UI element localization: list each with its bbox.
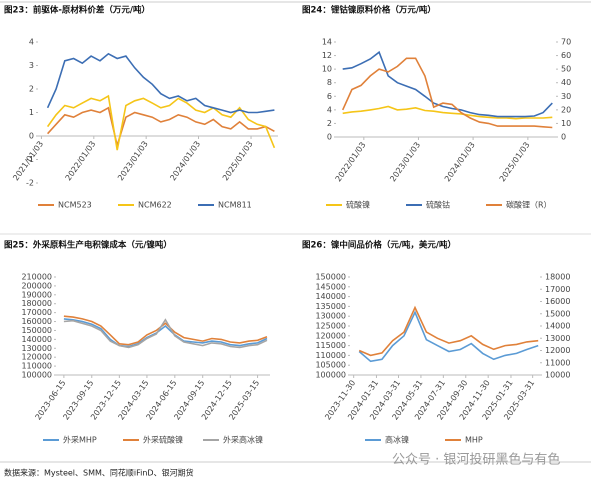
y-tick-label: 145000 — [315, 282, 346, 291]
chart-title: 图24：锂钴镍原料价格（万元/吨） — [302, 5, 436, 16]
x-tick-label: 2022/01/03 — [64, 139, 98, 182]
series-line — [358, 310, 539, 363]
y-tick-label: 4 — [29, 38, 34, 47]
y-tick-label: 0 — [29, 132, 34, 141]
legend-label: 硫酸钴 — [426, 200, 450, 210]
legend-label: MHP — [465, 436, 483, 445]
x-tick-label: 2024/01/03 — [443, 140, 477, 183]
y-tick-label: 125000 — [315, 322, 346, 331]
series-line — [47, 106, 275, 149]
y-tick-label: 3 — [29, 61, 34, 70]
y-tick-label: -2 — [26, 179, 34, 188]
x-tick-label: 2025/01/03 — [221, 139, 255, 182]
chart-title: 图25：外采原料生产电积镍成本（元/镍吨） — [4, 240, 172, 251]
series-line — [63, 315, 268, 346]
legend-label: NCM622 — [138, 201, 172, 210]
y-tick-label: 200000 — [21, 281, 52, 290]
y2-tick-label: 40 — [561, 78, 571, 87]
chart-title: 图23：前驱体-原材料价差（万元/吨） — [4, 5, 150, 16]
y-tick-label: -1 — [26, 155, 34, 164]
y-tick-label: 140000 — [21, 335, 52, 344]
y-tick-label: 130000 — [21, 344, 52, 353]
y-tick-label: 100000 — [21, 371, 52, 380]
y-tick-label: 180000 — [21, 299, 52, 308]
series-line — [342, 50, 553, 118]
series-line — [46, 52, 275, 114]
y2-tick-label: 13000 — [545, 334, 570, 343]
series-line — [63, 318, 268, 348]
legend-label: 外采高冰镍 — [223, 435, 263, 445]
y2-tick-label: 70 — [561, 38, 571, 47]
series-line — [358, 305, 539, 357]
legend-label: 碳酸锂（R） — [506, 200, 552, 210]
y-tick-label: 2 — [327, 119, 332, 128]
y-tick-label: 2 — [29, 85, 34, 94]
y-tick-label: 8 — [327, 78, 332, 87]
x-tick-label: 2023/01/03 — [388, 140, 422, 183]
y-tick-label: 135000 — [315, 302, 346, 311]
y-tick-label: 0 — [327, 133, 332, 142]
y-tick-label: 120000 — [315, 331, 346, 340]
legend-label: 硫酸镍 — [346, 200, 370, 210]
y2-tick-label: 11000 — [545, 358, 570, 367]
y-tick-label: 190000 — [21, 290, 52, 299]
x-tick-label: 2024/01/03 — [168, 139, 202, 182]
x-tick-label: 2023/01/03 — [116, 139, 150, 182]
y2-tick-label: 15000 — [545, 309, 570, 318]
y-tick-label: 160000 — [21, 317, 52, 326]
watermark: 公众号 · 银河投研黑色与有色 — [392, 452, 560, 468]
y-tick-label: 115000 — [315, 341, 346, 350]
y2-tick-label: 30 — [561, 92, 571, 101]
y2-tick-label: 18000 — [545, 273, 570, 282]
y-tick-label: 210000 — [21, 273, 52, 282]
series-line — [342, 105, 553, 120]
y2-tick-label: 12000 — [545, 346, 570, 355]
y2-tick-label: 17000 — [545, 285, 570, 294]
y-tick-label: 100000 — [315, 371, 346, 380]
y-tick-label: 14 — [322, 38, 332, 47]
y-tick-label: 105000 — [315, 361, 346, 370]
y-tick-label: 120000 — [21, 353, 52, 362]
y-tick-label: 140000 — [315, 292, 346, 301]
y2-tick-label: 10000 — [545, 371, 570, 380]
y2-tick-label: 10 — [561, 119, 571, 128]
legend-label: NCM523 — [58, 201, 92, 210]
legend-label: 高冰镍 — [385, 435, 409, 445]
y-tick-label: 10 — [322, 65, 332, 74]
y-tick-label: 6 — [327, 92, 332, 101]
y-tick-label: 4 — [327, 105, 332, 114]
x-tick-label: 2021/01/03 — [11, 139, 45, 182]
y2-tick-label: 20 — [561, 105, 571, 114]
y-tick-label: 150000 — [315, 273, 346, 282]
y2-tick-label: 16000 — [545, 297, 570, 306]
y2-tick-label: 0 — [561, 133, 566, 142]
legend-label: 外采MHP — [63, 435, 97, 445]
y-tick-label: 110000 — [315, 351, 346, 360]
y2-tick-label: 60 — [561, 51, 571, 60]
chart-title: 图26：镍中间品价格（元/吨，美元/吨） — [302, 240, 456, 251]
y2-tick-label: 50 — [561, 65, 571, 74]
x-tick-label: 2022/01/03 — [334, 140, 368, 183]
legend-label: 外采硫酸镍 — [143, 435, 183, 445]
source: 数据来源：Mysteel、SMM、同花顺iFinD、银河期货 — [4, 468, 194, 478]
legend-label: NCM811 — [218, 201, 252, 210]
y-tick-label: 130000 — [315, 312, 346, 321]
y-tick-label: 12 — [322, 51, 332, 60]
y2-tick-label: 14000 — [545, 322, 570, 331]
y-tick-label: 1 — [29, 108, 34, 117]
series-line — [63, 318, 268, 349]
series-line — [341, 57, 553, 129]
x-tick-label: 2025/01/03 — [498, 140, 532, 183]
y-tick-label: 170000 — [21, 308, 52, 317]
y-tick-label: 150000 — [21, 326, 52, 335]
y-tick-label: 110000 — [21, 362, 52, 371]
